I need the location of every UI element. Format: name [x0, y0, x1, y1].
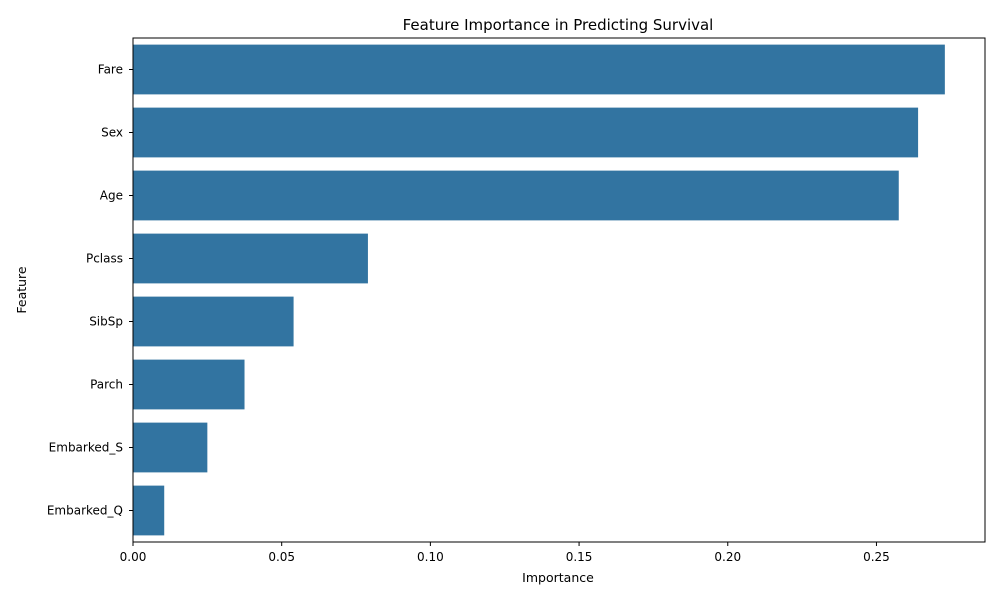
x-tick-label: 0.20 [714, 550, 741, 564]
x-tick-label: 0.25 [863, 550, 890, 564]
bar-sex [133, 107, 919, 158]
plot-frame [132, 37, 986, 543]
y-tick-label-embarked-q: Embarked_Q [47, 504, 123, 518]
y-axis-ticks: Fare Sex Age Pclass SibSp Parch Embarked_S Emba… [47, 63, 133, 518]
bar-parch [133, 359, 245, 410]
y-tick-label-fare: Fare [98, 63, 123, 77]
y-tick-label-age: Age [100, 189, 123, 203]
x-axis-label: Importance [522, 570, 594, 585]
y-tick-label-pclass: Pclass [86, 252, 123, 266]
bar-age [133, 170, 899, 221]
x-tick-label: 0.10 [417, 550, 444, 564]
y-tick-label-sibsp: SibSp [89, 315, 123, 329]
bar-sibsp [133, 296, 294, 347]
x-tick-label: 0.15 [566, 550, 593, 564]
bar-fare [133, 44, 945, 95]
y-tick-label-embarked-s: Embarked_S [49, 441, 123, 455]
bar-embarked-s [133, 422, 208, 473]
x-tick-label: 0.00 [120, 550, 147, 564]
bar-embarked-q [133, 485, 165, 536]
y-tick-label-parch: Parch [90, 378, 123, 392]
chart-title: Feature Importance in Predicting Surviva… [403, 16, 714, 34]
bar-pclass [133, 233, 368, 284]
y-tick-label-sex: Sex [101, 126, 123, 140]
y-axis-label: Feature [14, 266, 29, 314]
bars-group [133, 44, 945, 536]
axes-frame [132, 37, 986, 543]
x-tick-label: 0.05 [268, 550, 295, 564]
x-axis-ticks: 0.00 0.05 0.10 0.15 0.20 0.25 [120, 542, 890, 564]
